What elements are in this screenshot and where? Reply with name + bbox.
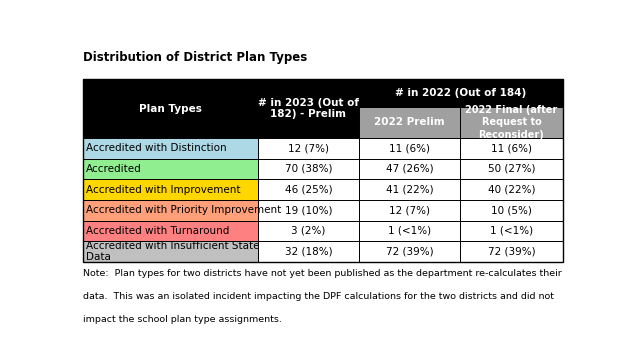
Text: Note:  Plan types for two districts have not yet been published as the departmen: Note: Plan types for two districts have … — [83, 269, 561, 278]
Text: data.  This was an isolated incident impacting the DPF calculations for the two : data. This was an isolated incident impa… — [83, 292, 554, 301]
Text: Accredited with Priority Improvement: Accredited with Priority Improvement — [86, 205, 282, 215]
Bar — [359, 107, 460, 138]
Bar — [359, 241, 460, 262]
Text: # in 2022 (Out of 184): # in 2022 (Out of 184) — [396, 88, 527, 98]
Text: 1 (<1%): 1 (<1%) — [388, 226, 431, 236]
Text: 40 (22%): 40 (22%) — [488, 184, 536, 195]
Text: 2022 Final (after
Request to
Reconsider): 2022 Final (after Request to Reconsider) — [466, 105, 558, 139]
Bar — [460, 221, 563, 241]
Bar — [460, 138, 563, 159]
Bar — [359, 221, 460, 241]
Text: 72 (39%): 72 (39%) — [488, 247, 536, 257]
Text: 41 (22%): 41 (22%) — [386, 184, 433, 195]
Bar — [460, 159, 563, 179]
Text: 19 (10%): 19 (10%) — [285, 205, 332, 215]
Bar — [258, 159, 359, 179]
Bar — [258, 79, 359, 138]
Text: 32 (18%): 32 (18%) — [285, 247, 332, 257]
Bar — [83, 221, 258, 241]
Bar — [460, 200, 563, 221]
Text: 12 (7%): 12 (7%) — [389, 205, 430, 215]
Text: Accredited with Improvement: Accredited with Improvement — [86, 184, 241, 195]
Text: Accredited: Accredited — [86, 164, 142, 174]
Text: 70 (38%): 70 (38%) — [285, 164, 332, 174]
Text: # in 2023 (Out of
182) - Prelim: # in 2023 (Out of 182) - Prelim — [258, 98, 359, 119]
Text: Accredited with Distinction: Accredited with Distinction — [86, 143, 227, 153]
Bar — [83, 179, 258, 200]
Bar — [359, 138, 460, 159]
Bar — [83, 79, 563, 262]
Bar — [460, 179, 563, 200]
Text: Plan Types: Plan Types — [139, 104, 202, 114]
Bar — [359, 79, 563, 107]
Bar — [460, 241, 563, 262]
Bar — [83, 79, 258, 138]
Bar — [359, 200, 460, 221]
Bar — [359, 179, 460, 200]
Bar — [460, 107, 563, 138]
Text: 3 (2%): 3 (2%) — [291, 226, 326, 236]
Text: 12 (7%): 12 (7%) — [288, 143, 329, 153]
Text: 46 (25%): 46 (25%) — [285, 184, 332, 195]
Bar — [258, 221, 359, 241]
Text: impact the school plan type assignments.: impact the school plan type assignments. — [83, 315, 282, 324]
Bar — [359, 159, 460, 179]
Bar — [258, 179, 359, 200]
Text: 10 (5%): 10 (5%) — [491, 205, 532, 215]
Text: Distribution of District Plan Types: Distribution of District Plan Types — [83, 51, 307, 64]
Bar — [83, 159, 258, 179]
Text: 11 (6%): 11 (6%) — [389, 143, 430, 153]
Text: 1 (<1%): 1 (<1%) — [490, 226, 533, 236]
Text: 2022 Prelim: 2022 Prelim — [374, 117, 445, 127]
Bar — [83, 200, 258, 221]
Bar — [258, 138, 359, 159]
Text: 50 (27%): 50 (27%) — [488, 164, 536, 174]
Bar — [83, 138, 258, 159]
Text: 11 (6%): 11 (6%) — [491, 143, 532, 153]
Text: 47 (26%): 47 (26%) — [386, 164, 433, 174]
Text: Accredited with Insufficient State
Data: Accredited with Insufficient State Data — [86, 241, 260, 262]
Text: 72 (39%): 72 (39%) — [386, 247, 433, 257]
Bar — [258, 200, 359, 221]
Bar — [83, 241, 258, 262]
Text: Accredited with Turnaround: Accredited with Turnaround — [86, 226, 229, 236]
Bar — [258, 241, 359, 262]
